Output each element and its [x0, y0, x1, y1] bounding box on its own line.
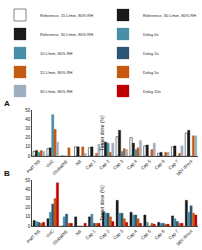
- svg-text:VHC: VHC: [45, 228, 56, 239]
- svg-text:MDI direct: MDI direct: [175, 158, 194, 177]
- svg-text:Cap 3: Cap 3: [112, 228, 124, 240]
- svg-text:Cap 4: Cap 4: [126, 228, 138, 240]
- svg-text:0: 0: [28, 224, 31, 229]
- svg-text:15 L/min, 80% RH: 15 L/min, 80% RH: [40, 70, 73, 75]
- svg-text:Cap 2: Cap 2: [98, 158, 110, 170]
- svg-text:Cap 7: Cap 7: [168, 228, 180, 240]
- svg-text:GlobalNE: GlobalNE: [52, 229, 69, 246]
- svg-text:VHC: VHC: [45, 158, 56, 169]
- svg-text:Cap 6: Cap 6: [154, 158, 166, 170]
- svg-text:Cap 1: Cap 1: [85, 158, 97, 170]
- svg-text:0: 0: [28, 154, 31, 159]
- svg-text:30: 30: [25, 196, 31, 201]
- svg-text:20: 20: [25, 135, 31, 140]
- svg-text:Cap 5: Cap 5: [140, 228, 152, 240]
- svg-text:Cap 3: Cap 3: [112, 158, 124, 170]
- svg-text:Cap 2: Cap 2: [98, 228, 110, 240]
- svg-text:Cap 5: Cap 5: [140, 158, 152, 170]
- svg-text:Delay 2s: Delay 2s: [143, 51, 159, 56]
- svg-text:A: A: [4, 99, 10, 108]
- svg-text:Target dose (%): Target dose (%): [99, 115, 105, 151]
- svg-text:NB: NB: [75, 159, 83, 167]
- svg-text:Cap 6: Cap 6: [154, 228, 166, 240]
- svg-text:Delay 5s: Delay 5s: [143, 70, 159, 75]
- svg-text:GlobalNE: GlobalNE: [52, 159, 69, 176]
- svg-text:Delay 0s: Delay 0s: [143, 32, 159, 37]
- svg-text:30: 30: [25, 126, 31, 131]
- svg-text:NB: NB: [75, 229, 83, 237]
- svg-text:10: 10: [25, 144, 31, 149]
- svg-text:Cap 4: Cap 4: [126, 158, 138, 170]
- svg-text:Reference, 15 L/min, 80% RH: Reference, 15 L/min, 80% RH: [40, 13, 93, 18]
- svg-text:50: 50: [25, 178, 31, 183]
- svg-text:Reference, 30 L/min, 80% RH: Reference, 30 L/min, 80% RH: [143, 13, 196, 18]
- svg-text:Cap 7: Cap 7: [168, 158, 180, 170]
- svg-text:30 L/min, 80% RH: 30 L/min, 80% RH: [40, 89, 73, 94]
- svg-text:PMT NB: PMT NB: [26, 159, 42, 175]
- svg-text:Cap 1: Cap 1: [85, 228, 97, 240]
- svg-text:PMT NB: PMT NB: [26, 229, 42, 245]
- svg-text:Reference, 30 L/min, 80% RH: Reference, 30 L/min, 80% RH: [40, 32, 93, 37]
- svg-text:10 L/min, 80% RH: 10 L/min, 80% RH: [40, 51, 73, 56]
- svg-text:20: 20: [25, 205, 31, 210]
- svg-text:Target dose (%): Target dose (%): [99, 185, 105, 221]
- svg-text:50: 50: [25, 108, 31, 113]
- svg-text:MDI direct: MDI direct: [175, 228, 194, 247]
- svg-text:B: B: [4, 169, 10, 178]
- svg-text:10: 10: [25, 214, 31, 219]
- svg-text:40: 40: [25, 187, 31, 192]
- svg-text:40: 40: [25, 117, 31, 122]
- svg-text:Delay 10s: Delay 10s: [143, 89, 161, 94]
